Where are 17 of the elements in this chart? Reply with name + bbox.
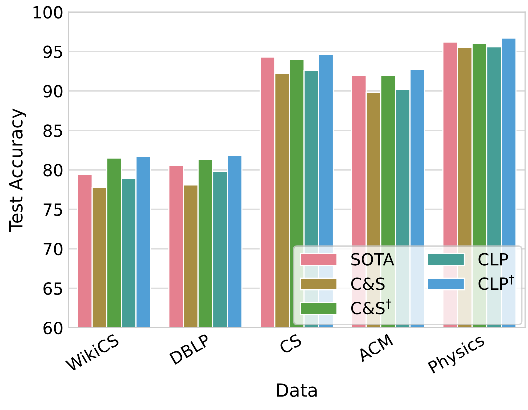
- y-tick-label: 80: [44, 164, 63, 177]
- x-axis-title: Data: [277, 384, 317, 398]
- y-tick-label: 65: [44, 282, 62, 296]
- y-tick-label: 100: [34, 6, 63, 19]
- legend-label: C&S: [351, 278, 385, 290]
- x-tick-label: CS: [278, 334, 303, 355]
- y-tick-label: 75: [44, 204, 62, 216]
- legend-label: C&S$^{†}$: [351, 300, 392, 315]
- y-tick-label: 85: [44, 124, 62, 138]
- y-axis-title: Test Accuracy: [9, 108, 26, 232]
- y-tick-label: 90: [44, 85, 63, 98]
- legend-label: CLP$^{†}$: [478, 275, 514, 290]
- y-tick-label: 60: [44, 322, 63, 335]
- y-tick-label: 95: [44, 46, 62, 58]
- y-tick-label: 70: [44, 243, 63, 256]
- legend-label: CLP: [478, 253, 508, 266]
- legend-label: SOTA: [352, 253, 394, 266]
